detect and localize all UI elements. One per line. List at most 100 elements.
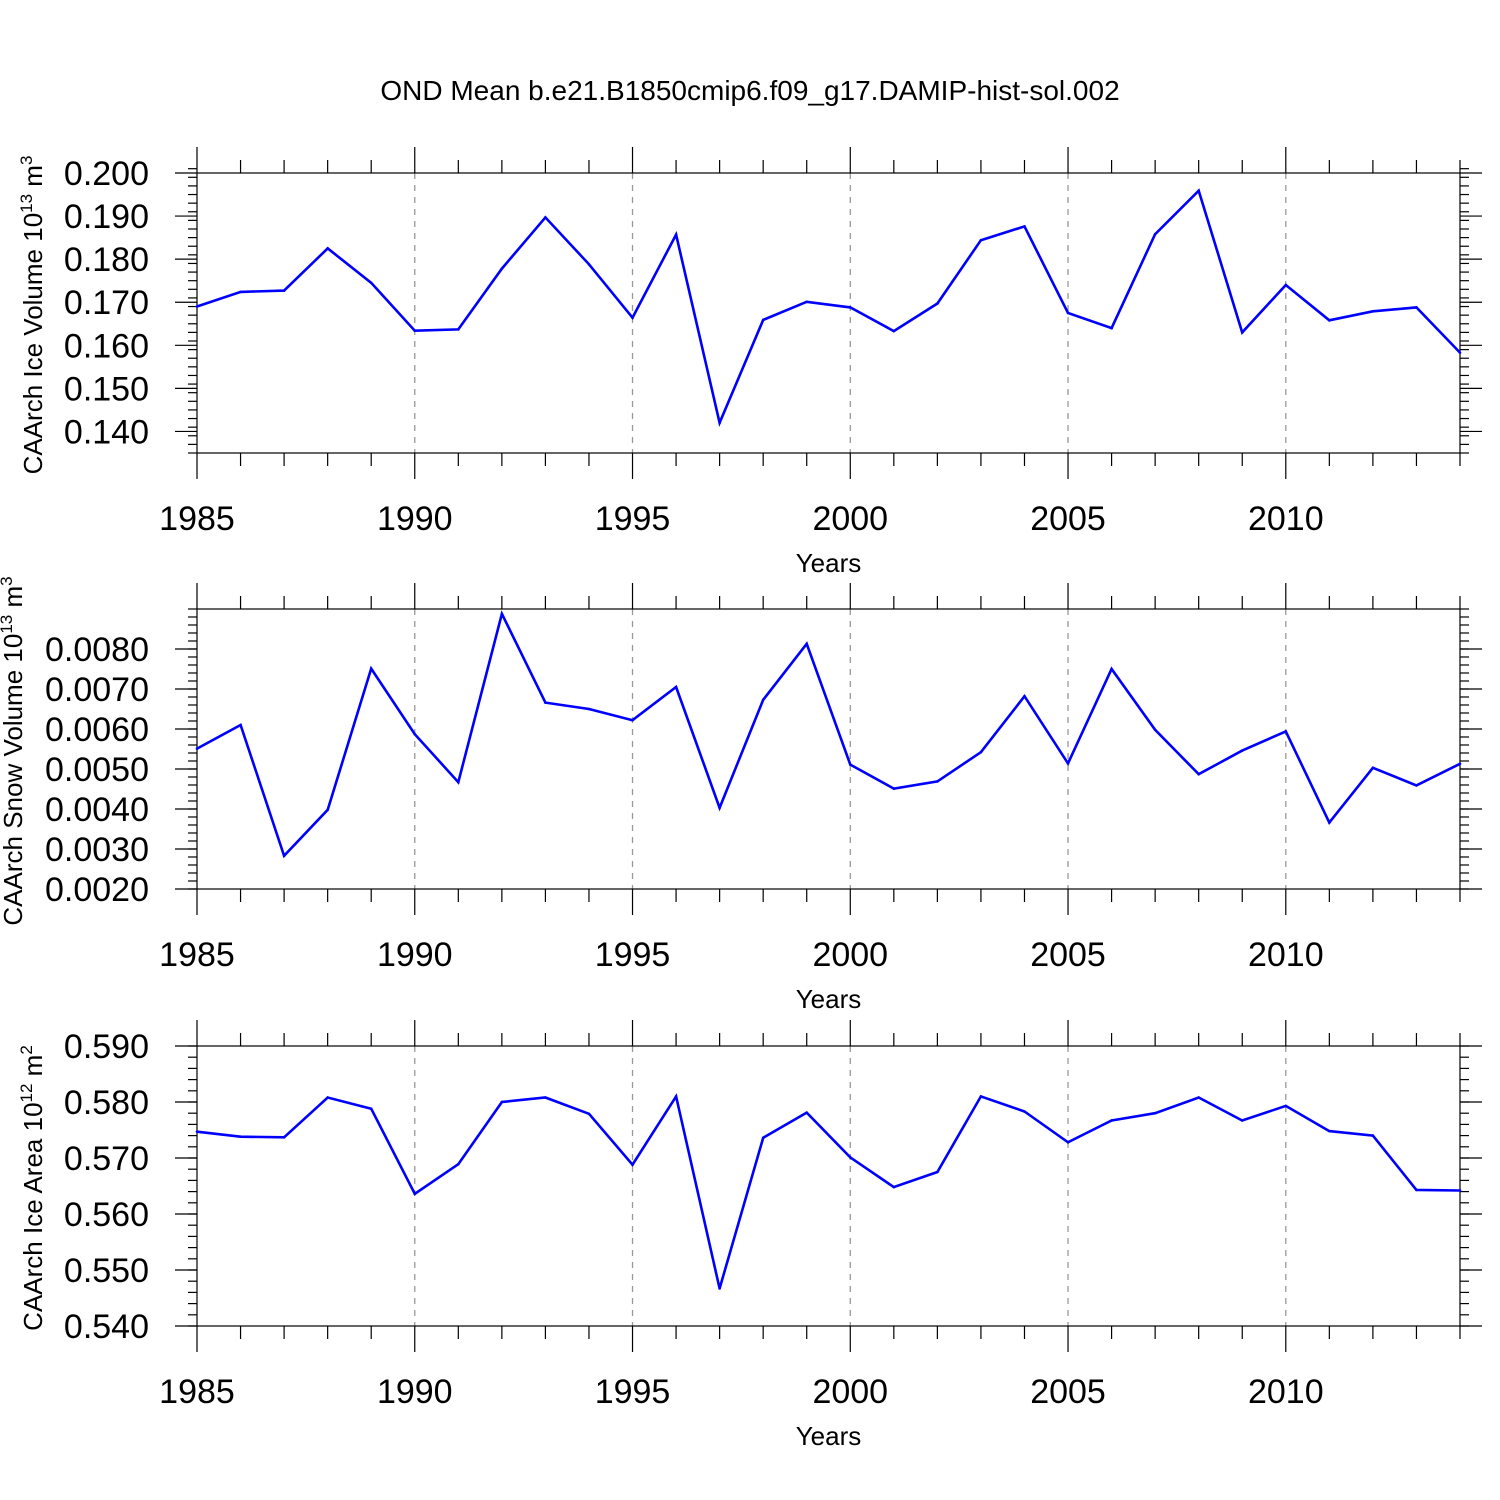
y-tick-label: 0.0050 bbox=[45, 751, 149, 789]
data-point bbox=[674, 1095, 678, 1098]
data-point bbox=[1066, 762, 1070, 765]
y-axis-title-unit: m bbox=[18, 165, 48, 194]
data-point bbox=[1371, 1134, 1375, 1137]
y-tick-label: 0.180 bbox=[64, 241, 149, 279]
panel-1: 1985 1990 1995 2000 2005 2010 0.140 0.150 0.160 0… bbox=[17, 147, 1482, 578]
data-point bbox=[282, 289, 286, 292]
data-point bbox=[892, 787, 896, 790]
data-point bbox=[805, 642, 809, 646]
x-tick-label: 1995 bbox=[595, 936, 671, 974]
data-point bbox=[326, 1096, 329, 1099]
data-point bbox=[326, 808, 329, 812]
data-point bbox=[239, 1135, 242, 1139]
y-tick-label: 0.140 bbox=[64, 413, 149, 451]
data-point bbox=[848, 763, 852, 766]
data-point bbox=[979, 750, 983, 754]
data-point bbox=[1153, 728, 1157, 732]
data-point bbox=[631, 1163, 634, 1167]
data-point bbox=[413, 329, 417, 332]
panel-3: 1985 1990 1995 2000 2005 2010 0.540 0.550 0.560 0… bbox=[17, 1020, 1482, 1451]
y-axis-title-exponent: 13 bbox=[0, 615, 16, 634]
y-tick-label: 0.0040 bbox=[45, 791, 149, 829]
y-axis-title-unit: m bbox=[18, 1055, 48, 1084]
plot-frame bbox=[196, 172, 1461, 454]
data-point bbox=[631, 718, 634, 722]
figure-title: OND Mean b.e21.B1850cmip6.f09_g17.DAMIP-… bbox=[380, 75, 1119, 106]
x-tick-label: 2010 bbox=[1248, 936, 1324, 974]
x-tick-label: 2005 bbox=[1030, 1373, 1106, 1411]
data-point bbox=[1458, 762, 1462, 766]
y-tick-label: 0.190 bbox=[64, 198, 149, 236]
y-axis-title-unit-exponent: 3 bbox=[0, 576, 16, 585]
plot-frame bbox=[196, 608, 1461, 890]
data-point bbox=[195, 305, 199, 308]
y-tick-label: 0.580 bbox=[64, 1084, 149, 1122]
data-point bbox=[718, 421, 721, 425]
y-tick-label: 0.170 bbox=[64, 284, 149, 322]
data-point bbox=[195, 1130, 199, 1133]
data-point bbox=[544, 216, 547, 219]
data-point bbox=[674, 685, 678, 689]
data-point bbox=[761, 1136, 765, 1140]
y-tick-label: 0.570 bbox=[64, 1140, 149, 1178]
data-point bbox=[1110, 326, 1113, 330]
y-axis-title: CAArch Ice Volume 1013 m3 bbox=[17, 156, 48, 475]
data-point bbox=[718, 806, 721, 810]
data-point bbox=[805, 1111, 809, 1114]
data-point bbox=[1023, 1110, 1026, 1113]
data-point bbox=[1110, 1119, 1113, 1122]
data-point bbox=[892, 1185, 896, 1189]
x-tick-label: 1995 bbox=[595, 500, 671, 538]
x-tick-label: 1985 bbox=[159, 500, 235, 538]
data-point bbox=[1240, 1119, 1244, 1122]
data-point bbox=[979, 1095, 983, 1098]
panels: 1985 1990 1995 2000 2005 2010 0.140 0.150 0.160 0… bbox=[0, 147, 1482, 1451]
panel-2: 1985 1990 1995 2000 2005 20100.00200.00300.00… bbox=[0, 576, 1482, 1014]
data-point bbox=[413, 732, 417, 736]
data-point bbox=[1284, 730, 1288, 733]
data-point bbox=[1240, 331, 1244, 334]
y-axis-title-exponent: 13 bbox=[17, 194, 36, 213]
data-point bbox=[544, 1096, 547, 1099]
data-point bbox=[1458, 351, 1462, 354]
x-tick-label: 1990 bbox=[377, 500, 453, 538]
data-point bbox=[1328, 821, 1331, 824]
y-tick-label: 0.0020 bbox=[45, 871, 149, 909]
data-point bbox=[936, 302, 939, 305]
data-point bbox=[457, 1162, 460, 1166]
data-point bbox=[457, 328, 460, 331]
y-tick-label: 0.0080 bbox=[45, 631, 149, 669]
data-point bbox=[1110, 667, 1113, 671]
data-point bbox=[500, 612, 504, 616]
y-axis-title-main: CAArch Ice Volume 10 bbox=[18, 213, 48, 475]
x-tick-label: 1985 bbox=[159, 1373, 235, 1411]
data-point bbox=[282, 854, 286, 858]
data-point bbox=[500, 267, 504, 270]
y-axis-title-main: CAArch Snow Volume 10 bbox=[0, 634, 28, 926]
y-axis-title-exponent: 12 bbox=[17, 1084, 36, 1103]
data-point bbox=[848, 306, 852, 309]
data-point bbox=[1153, 232, 1157, 236]
data-point bbox=[761, 698, 765, 702]
y-tick-label: 0.0070 bbox=[45, 671, 149, 709]
data-point bbox=[369, 667, 373, 670]
data-point bbox=[718, 1287, 721, 1290]
x-axis-title: Years bbox=[796, 548, 862, 578]
data-point bbox=[587, 263, 591, 266]
data-point bbox=[239, 290, 242, 294]
data-point bbox=[1240, 749, 1244, 752]
data-point bbox=[1197, 1096, 1200, 1099]
data-point bbox=[631, 316, 634, 320]
y-tick-label: 0.200 bbox=[64, 155, 149, 193]
x-tick-label: 1990 bbox=[377, 936, 453, 974]
series-line bbox=[196, 1093, 1461, 1289]
y-tick-label: 0.540 bbox=[64, 1308, 149, 1346]
data-point bbox=[1284, 1104, 1288, 1108]
data-point bbox=[1458, 1189, 1462, 1192]
series-line bbox=[196, 610, 1461, 859]
x-tick-label: 2010 bbox=[1248, 500, 1324, 538]
x-tick-label: 1990 bbox=[377, 1373, 453, 1411]
x-tick-label: 2000 bbox=[812, 500, 888, 538]
data-point bbox=[413, 1192, 417, 1196]
